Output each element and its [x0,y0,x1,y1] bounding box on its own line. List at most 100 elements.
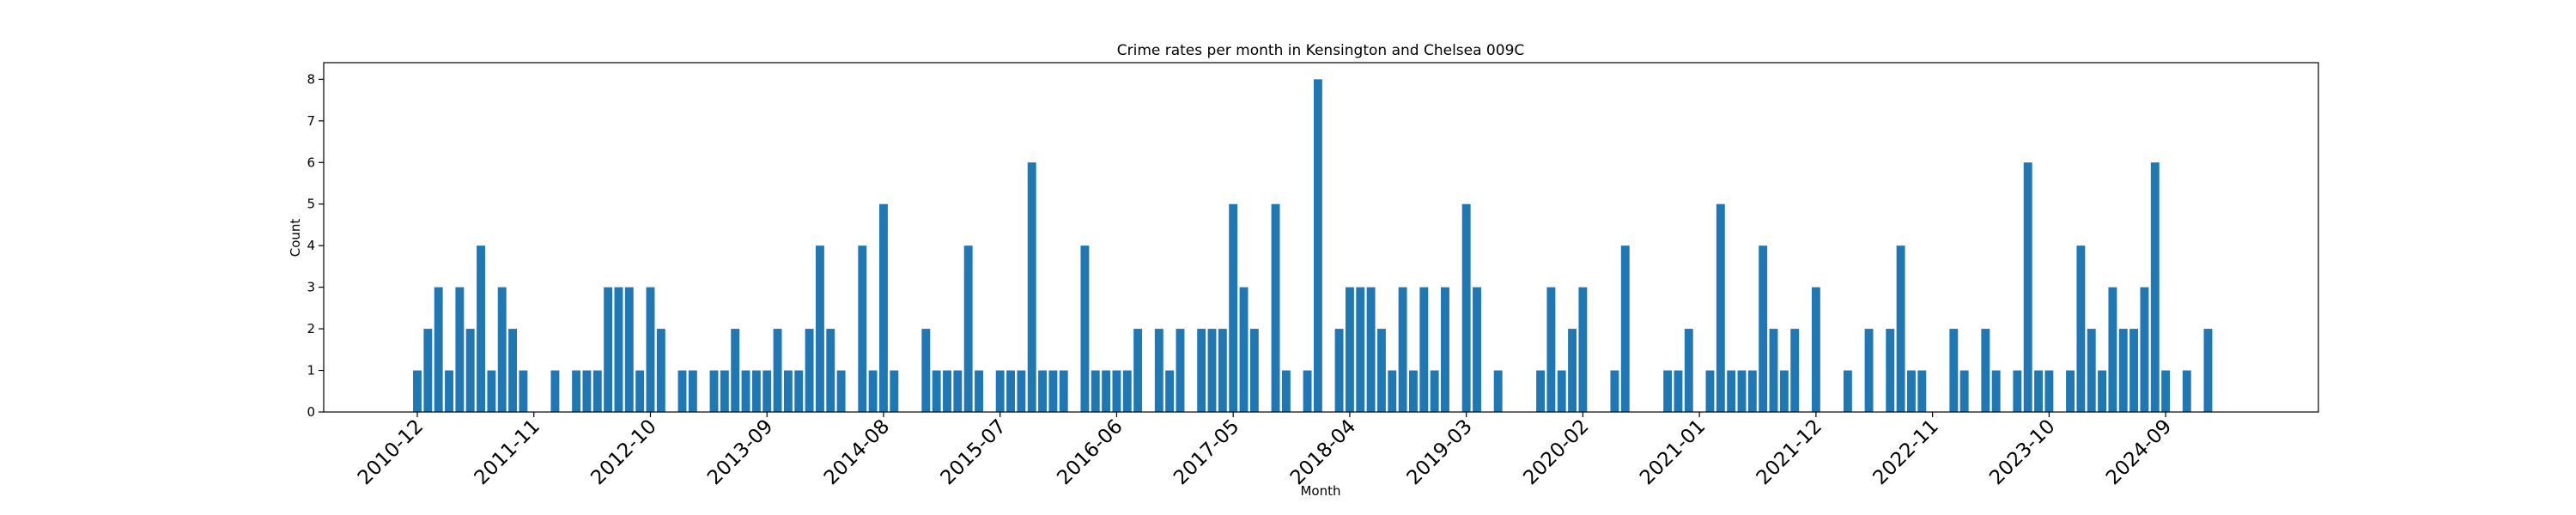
bar [497,287,507,412]
bar [2023,162,2032,413]
x-tick-label: 2017-05 [1170,415,1243,489]
bar [1473,287,1481,412]
x-tick-label: 2019-03 [1403,415,1477,489]
bar [1345,287,1354,412]
bar [1981,329,1990,412]
bar [1864,329,1874,412]
bar [677,370,687,412]
bar [1663,370,1673,412]
bar [2087,329,2096,412]
bar [1779,370,1789,412]
x-tick-label: 2010-12 [354,415,428,489]
bar [1737,370,1747,412]
bar [413,370,422,412]
bar [953,370,963,412]
bar [1154,329,1163,412]
bar [858,245,867,412]
bar [519,370,528,412]
bar [624,287,634,412]
bar [1102,370,1111,412]
bar [1281,370,1291,412]
bar [465,329,475,412]
y-tick-label: 3 [307,280,315,295]
bar [975,370,983,412]
bar [1165,370,1175,412]
bar [604,287,613,412]
bar [1896,245,1905,412]
bar [1610,370,1619,412]
bar [1313,79,1322,412]
bar [2108,287,2117,412]
bar [455,287,465,412]
bar [2034,370,2043,412]
x-tick-label: 2015-07 [937,415,1011,489]
plot-frame [323,62,2319,413]
bar [582,370,592,412]
bar [1271,203,1280,412]
bar [762,370,772,412]
bar [1376,329,1386,412]
bar [1886,329,1895,412]
bar [1906,370,1916,412]
bar [2013,370,2022,412]
bar [2066,370,2075,412]
bar [1091,370,1100,412]
bar [592,370,602,412]
bar [445,370,453,412]
bar [1356,287,1365,412]
bar [773,329,782,412]
bar [1303,370,1312,412]
bar [1388,370,1397,412]
y-tick-label: 1 [307,363,315,379]
y-tick-label: 4 [307,238,315,253]
bar [1249,329,1259,412]
x-tick-label: 2021-01 [1636,415,1710,489]
x-tick-label: 2018-04 [1286,415,1360,489]
bar [1218,329,1227,412]
bar [646,287,655,412]
bar [656,329,665,412]
bar [731,329,740,412]
bar [2203,329,2213,412]
bar [1080,245,1090,412]
bar [921,329,931,412]
bar [1048,370,1058,412]
y-tick-label: 0 [307,404,315,420]
bar [2118,329,2128,412]
bar [1536,370,1545,412]
bar [1239,287,1249,412]
bar [932,370,941,412]
bar [1917,370,1927,412]
bar [1811,287,1820,412]
bar [2129,329,2139,412]
bar [1546,287,1556,412]
x-tick-label: 2013-09 [703,415,777,489]
bar [1419,287,1429,412]
bar [751,370,761,412]
y-axis-label: Count [288,219,303,258]
bar [709,370,719,412]
bar [1769,329,1778,412]
bar [868,370,878,412]
bar [572,370,581,412]
y-tick-label: 6 [307,154,315,170]
bar [1398,287,1407,412]
bar [487,370,496,412]
bar [963,245,973,412]
bar [1705,370,1715,412]
chart-title: Crime rates per month in Kensington and … [1117,42,1525,59]
x-tick-label: 2024-09 [2102,415,2176,489]
bar [2161,370,2171,412]
bar [1674,370,1683,412]
y-tick-label: 5 [307,197,315,212]
bar [2098,370,2107,412]
bar [1409,370,1418,412]
bar [826,329,835,412]
bar [1334,329,1344,412]
bar [2044,370,2054,412]
x-axis-label: Month [1300,483,1340,499]
bar [879,203,888,412]
bar [836,370,846,412]
bar [1843,370,1852,412]
